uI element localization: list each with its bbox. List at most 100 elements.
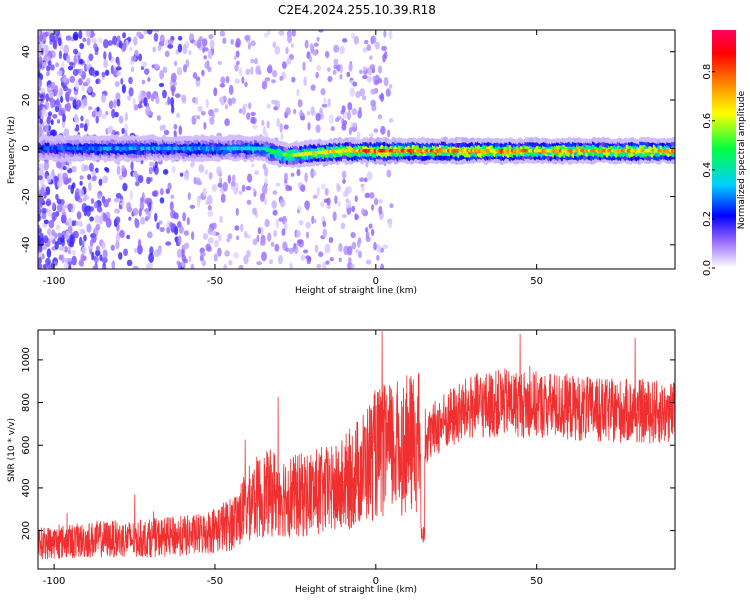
spectrogram-cell [228, 98, 233, 107]
spectrogram-cell [155, 95, 160, 105]
spectrogram-cell [159, 70, 165, 80]
x-tick-label: 0 [373, 276, 379, 287]
spectrogram-cell [196, 39, 202, 49]
spectrogram-cell [354, 213, 358, 221]
spectrogram-cell [285, 247, 290, 252]
spectrogram-cell [305, 221, 311, 229]
spectrogram-cell [53, 260, 58, 267]
spectrogram-cell [74, 127, 80, 132]
spectrogram-cell [213, 87, 218, 97]
spectrogram-cell [284, 172, 288, 181]
spectrogram-cell [264, 132, 269, 138]
spectrogram-cell [300, 116, 305, 121]
spectrogram-cell [305, 204, 310, 211]
spectrogram-cell [213, 253, 218, 262]
snr-panel: -100 -50 0 50 200 400 600 800 1000 Height of st… [7, 329, 676, 595]
spectrogram-cell [235, 182, 239, 192]
spectrogram-cell [105, 167, 110, 173]
spectrogram-cell [187, 192, 191, 201]
spectrogram-cell [176, 67, 183, 76]
spectrogram-cell [83, 123, 88, 132]
figure-title: C2E4.2024.255.10.39.R18 [278, 3, 436, 17]
y-tick-label: 200 [21, 521, 32, 540]
spectrogram-cell [154, 63, 160, 70]
spectrogram-cell [275, 182, 281, 187]
spectrogram-cell [98, 215, 104, 225]
spectrogram-cell [356, 131, 361, 140]
y-tick-label: 40 [21, 45, 32, 58]
spectrogram-cell [349, 86, 355, 97]
spectrogram-cell [85, 30, 92, 38]
spectrogram-cell [52, 202, 56, 210]
spectrogram-cell [670, 151, 675, 158]
spectrogram-cell [44, 31, 49, 37]
spectrogram-cell [91, 37, 97, 44]
spectrogram-cell [133, 36, 138, 46]
spectrogram-cell [271, 99, 277, 105]
spectrogram-cell [97, 205, 102, 213]
spectrogram-cell [330, 126, 335, 132]
spectrogram-cell [345, 199, 352, 209]
spectrogram-cell [247, 42, 251, 50]
spectrogram-cell [43, 235, 49, 244]
spectrogram-cell [266, 103, 271, 109]
spectrogram-cell [385, 88, 391, 97]
spectrogram-cell [222, 37, 227, 45]
snr-y-label: SNR (10 * v/v) [7, 418, 17, 482]
spectrogram-cell [238, 265, 242, 269]
spectrogram-cell [333, 64, 338, 70]
spectrogram-cell [315, 71, 319, 79]
spectrogram-cell [380, 125, 386, 135]
spectrogram-cell [286, 34, 292, 44]
spectrogram-cell [217, 60, 222, 65]
colorbar-tick-label: 0.8 [702, 64, 713, 80]
spectrogram-cell [266, 30, 271, 36]
spectrogram-cell [246, 234, 251, 239]
spectrogram-cell [268, 64, 272, 71]
spectrogram-cell [211, 222, 217, 230]
spectrogram-cell [320, 201, 325, 208]
spectrogram-cell [154, 161, 158, 168]
spectrogram-cell [324, 188, 329, 196]
spectrogram-cell [369, 192, 375, 199]
spectrogram-cell [45, 65, 51, 72]
spectrogram-cell [261, 251, 267, 262]
spectrogram-cell [211, 184, 218, 192]
spectrogram-cell [48, 90, 54, 99]
spectrogram-cell [56, 203, 63, 213]
spectrogram-cell [351, 108, 358, 116]
spectrogram-cell [328, 114, 335, 124]
spectrogram-cell [177, 235, 182, 245]
spectrogram-cell [76, 211, 82, 220]
spectrogram-cell [312, 49, 318, 56]
spectrogram-cell [129, 189, 134, 200]
spectrogram-cell [58, 50, 62, 60]
spectrogram-cell [90, 198, 95, 204]
spectrogram-cell [56, 119, 61, 124]
spectrogram-cell [134, 217, 138, 226]
spectrogram-cell [45, 257, 51, 266]
spectrogram-cell [379, 92, 385, 103]
spectrogram-cell [363, 177, 368, 183]
spectrogram-cell [322, 229, 327, 238]
spectrogram-cell [57, 236, 63, 245]
spectrogram-cell [61, 246, 66, 252]
spectrogram-cell [64, 104, 69, 111]
spectrogram-cell [373, 198, 379, 206]
spectrogram-cell [147, 77, 151, 82]
spectrogram-cell [177, 43, 183, 53]
spectrogram-cell [130, 66, 135, 73]
spectrogram-cell [363, 39, 369, 45]
spectrogram-cell [350, 263, 355, 269]
spectrogram-cell [83, 164, 89, 171]
spectrogram-cell [233, 252, 240, 259]
spectrogram-cell [328, 237, 334, 244]
spectrogram-cell [170, 97, 175, 107]
spectrogram-cell [134, 181, 140, 187]
snr-line [38, 331, 675, 560]
spectrogram-cell [49, 32, 55, 43]
spectrogram-cell [208, 171, 213, 180]
spectrogram-cell [254, 170, 259, 176]
spectrogram-cell [162, 89, 167, 99]
spectrogram-cell [274, 45, 281, 55]
